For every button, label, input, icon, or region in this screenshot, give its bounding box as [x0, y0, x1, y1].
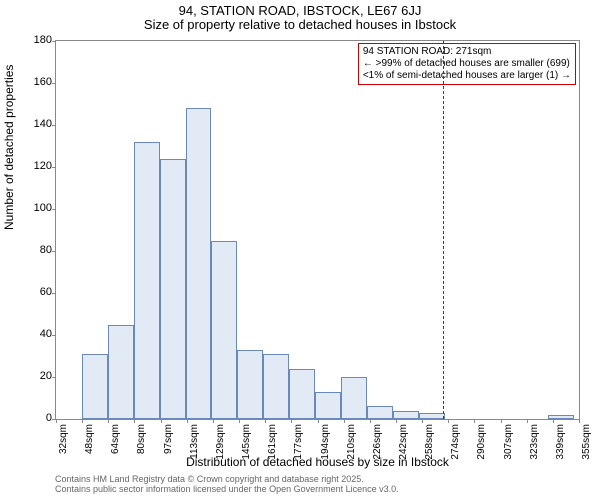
info-line-1: 94 STATION ROAD: 271sqm [363, 46, 571, 58]
x-tick-mark [344, 419, 345, 423]
y-tick-label: 180 [34, 34, 52, 46]
histogram-bar [341, 377, 367, 419]
x-tick-label: 32sqm [58, 424, 69, 454]
histogram-bar [160, 159, 186, 419]
y-tick-label: 140 [34, 118, 52, 130]
y-tick-mark [52, 377, 56, 378]
x-tick-mark [265, 419, 266, 423]
histogram-bar [393, 411, 419, 419]
y-tick-mark [52, 167, 56, 168]
x-tick-label: 323sqm [529, 424, 540, 460]
y-tick-label: 0 [46, 412, 52, 424]
x-tick-mark [396, 419, 397, 423]
x-tick-label: 210sqm [346, 424, 357, 460]
x-tick-label: 258sqm [424, 424, 435, 460]
x-tick-label: 339sqm [555, 424, 566, 460]
x-tick-label: 274sqm [450, 424, 461, 460]
chart-container: 94, STATION ROAD, IBSTOCK, LE67 6JJ Size… [0, 0, 600, 500]
y-tick-mark [52, 209, 56, 210]
histogram-bar [186, 108, 212, 419]
x-tick-label: 97sqm [163, 424, 174, 454]
y-tick-mark [52, 293, 56, 294]
x-tick-mark [82, 419, 83, 423]
histogram-bar [134, 142, 160, 419]
marker-info-box: 94 STATION ROAD: 271sqm ← >99% of detach… [358, 43, 576, 85]
x-tick-label: 355sqm [581, 424, 592, 460]
x-axis-label: Distribution of detached houses by size … [55, 455, 580, 469]
marker-line [443, 41, 444, 419]
x-tick-mark [579, 419, 580, 423]
x-tick-mark [187, 419, 188, 423]
x-tick-mark [474, 419, 475, 423]
x-tick-mark [501, 419, 502, 423]
x-tick-label: 145sqm [241, 424, 252, 460]
plot-area: 94 STATION ROAD: 271sqm ← >99% of detach… [55, 40, 580, 420]
x-tick-label: 113sqm [189, 424, 200, 459]
x-tick-label: 307sqm [503, 424, 514, 460]
x-tick-mark [318, 419, 319, 423]
histogram-bar [237, 350, 263, 419]
histogram-bar [315, 392, 341, 419]
chart-title-main: 94, STATION ROAD, IBSTOCK, LE67 6JJ [0, 0, 600, 18]
info-line-2: ← >99% of detached houses are smaller (6… [363, 58, 571, 70]
y-tick-mark [52, 41, 56, 42]
x-tick-mark [161, 419, 162, 423]
x-tick-label: 177sqm [293, 424, 304, 460]
x-tick-label: 226sqm [372, 424, 383, 460]
y-tick-label: 80 [40, 244, 52, 256]
histogram-bar [367, 406, 393, 419]
x-tick-mark [134, 419, 135, 423]
y-tick-mark [52, 125, 56, 126]
histogram-bar [548, 415, 574, 419]
y-tick-label: 160 [34, 76, 52, 88]
histogram-bar [289, 369, 315, 419]
y-tick-mark [52, 335, 56, 336]
x-tick-mark [448, 419, 449, 423]
histogram-bar [419, 413, 445, 419]
x-tick-mark [239, 419, 240, 423]
x-tick-mark [527, 419, 528, 423]
x-tick-mark [56, 419, 57, 423]
histogram-bar [211, 241, 237, 420]
histogram-bar [263, 354, 289, 419]
x-tick-label: 242sqm [398, 424, 409, 460]
chart-title-sub: Size of property relative to detached ho… [0, 18, 600, 34]
x-tick-mark [422, 419, 423, 423]
x-tick-label: 290sqm [476, 424, 487, 460]
y-axis-label: Number of detached properties [2, 65, 16, 230]
y-tick-label: 20 [40, 370, 52, 382]
y-tick-label: 100 [34, 202, 52, 214]
x-tick-mark [108, 419, 109, 423]
footer-line-2: Contains public sector information licen… [55, 485, 399, 495]
x-tick-mark [553, 419, 554, 423]
y-tick-label: 40 [40, 328, 52, 340]
y-tick-mark [52, 251, 56, 252]
histogram-bar [82, 354, 108, 419]
x-tick-mark [213, 419, 214, 423]
footer-attribution: Contains HM Land Registry data © Crown c… [55, 475, 399, 495]
x-tick-label: 194sqm [320, 424, 331, 460]
x-tick-label: 48sqm [84, 424, 95, 454]
x-tick-label: 80sqm [136, 424, 147, 454]
x-tick-label: 129sqm [215, 424, 226, 460]
info-line-3: <1% of semi-detached houses are larger (… [363, 70, 571, 82]
y-tick-label: 120 [34, 160, 52, 172]
y-tick-mark [52, 83, 56, 84]
x-tick-label: 161sqm [267, 424, 278, 460]
histogram-bar [108, 325, 134, 420]
x-tick-mark [370, 419, 371, 423]
x-tick-label: 64sqm [110, 424, 121, 454]
x-tick-mark [291, 419, 292, 423]
y-tick-label: 60 [40, 286, 52, 298]
